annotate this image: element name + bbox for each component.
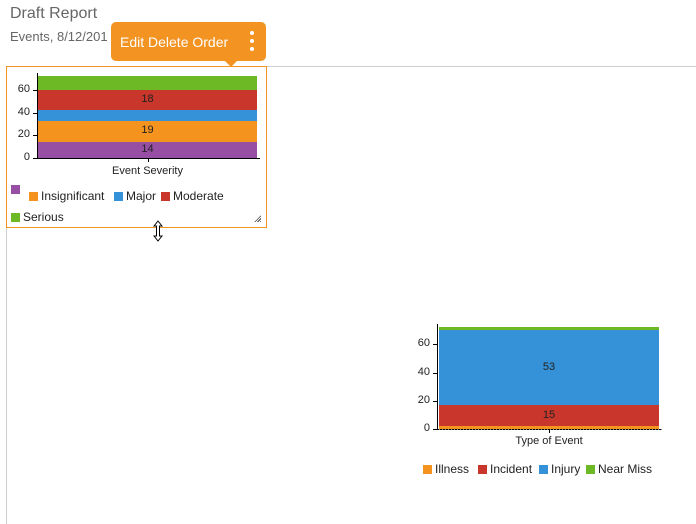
legend-item-injury[interactable]: Injury <box>539 462 580 476</box>
y-tick <box>33 135 37 137</box>
legend-swatch <box>11 185 20 194</box>
legend-item-moderate[interactable]: Moderate <box>161 189 224 203</box>
legend-label: Illness <box>435 462 470 476</box>
report-subtitle: Events, 8/12/201 <box>10 29 108 44</box>
legend-label: Serious <box>23 210 64 224</box>
vertical-resize-cursor-icon <box>153 220 163 242</box>
legend-swatch <box>161 191 170 201</box>
bar-segment-incident[interactable]: 15 <box>439 405 659 427</box>
x-axis <box>37 158 260 159</box>
report-title: Draft Report <box>10 5 98 22</box>
y-tick-label: 60 <box>417 337 430 350</box>
y-tick-label: 20 <box>417 393 430 406</box>
kebab-menu-icon[interactable] <box>250 31 254 51</box>
legend-swatch <box>11 212 20 222</box>
bar-segment-illness[interactable] <box>439 426 659 429</box>
context-menu-label[interactable]: Edit Delete Order <box>120 33 229 50</box>
bar-value-label: 15 <box>542 408 556 421</box>
y-tick <box>433 344 437 346</box>
legend-label: Insignificant <box>41 189 105 203</box>
y-tick-label: 60 <box>17 83 30 96</box>
y-axis <box>37 73 38 159</box>
x-tick <box>147 158 149 162</box>
bar-segment-serious[interactable] <box>38 76 257 91</box>
x-tick <box>549 429 550 433</box>
bar-value-label: 18 <box>141 93 154 106</box>
y-tick <box>433 372 437 374</box>
y-tick <box>433 429 437 430</box>
bar-segment-major[interactable] <box>38 110 257 121</box>
legend-label: Major <box>126 189 157 203</box>
y-tick-label: 0 <box>23 151 30 163</box>
y-tick-label: 20 <box>17 128 30 141</box>
canvas-top-border <box>6 66 696 67</box>
legend-swatch <box>114 191 123 201</box>
chart-legend-type-of-event: Illness Incident Injury Near Miss <box>410 458 690 478</box>
legend-item-incident[interactable]: Incident <box>478 462 532 476</box>
chart-widget-event-severity[interactable]: 0 20 40 60 14 19 18 Event Severity Insignifican… <box>6 66 267 228</box>
y-tick <box>33 112 37 114</box>
legend-swatch <box>478 464 487 474</box>
legend-item-illness[interactable]: Illness <box>423 462 469 476</box>
legend-item-near-miss[interactable]: Near Miss <box>586 462 652 476</box>
bar-value-label: 14 <box>141 143 154 156</box>
bar-value-label: 19 <box>141 124 154 137</box>
y-tick-label: 40 <box>17 105 30 118</box>
y-tick <box>433 400 437 402</box>
chart-legend-event-severity: Insignificant Major Moderate Serious <box>7 185 266 225</box>
legend-swatch <box>423 464 432 474</box>
widget-context-menu[interactable]: Edit Delete Order <box>111 22 266 67</box>
stacked-bar-chart-event-severity[interactable]: 0 20 40 60 14 19 18 Event Severity <box>7 67 266 177</box>
y-tick <box>33 158 37 159</box>
bar-segment-moderate[interactable]: 18 <box>38 90 257 111</box>
resize-grip-icon[interactable] <box>254 215 261 222</box>
legend-swatch <box>539 464 548 474</box>
x-axis-label: Event Severity <box>112 165 183 177</box>
y-tick <box>33 90 37 92</box>
legend-swatch <box>586 464 595 474</box>
bar-segment-injury[interactable]: 53 <box>439 330 659 406</box>
bar-value-label: 53 <box>542 360 556 373</box>
legend-swatch <box>29 191 38 201</box>
bar-segment-insignificant[interactable]: 19 <box>38 120 257 143</box>
x-axis-label: Type of Event <box>515 435 583 447</box>
legend-label: Near Miss <box>598 462 653 476</box>
y-axis <box>437 324 438 430</box>
legend-label: Injury <box>551 462 581 476</box>
legend-item-major[interactable]: Major <box>114 189 156 203</box>
y-tick-label: 40 <box>417 365 430 378</box>
legend-item-unlabeled[interactable] <box>11 185 23 194</box>
tooltip-pointer <box>225 61 237 67</box>
legend-item-insignificant[interactable]: Insignificant <box>29 189 104 203</box>
y-tick-label: 0 <box>423 422 430 434</box>
canvas-left-border <box>6 66 7 524</box>
legend-label: Moderate <box>173 189 224 203</box>
legend-item-serious[interactable]: Serious <box>11 210 64 224</box>
bar-segment-near-miss[interactable] <box>439 327 659 331</box>
bar-segment-unlabeled[interactable]: 14 <box>38 142 257 158</box>
legend-label: Incident <box>490 462 533 476</box>
stacked-bar-chart-type-of-event[interactable]: 0 20 40 60 15 53 Type of Event <box>410 318 690 452</box>
